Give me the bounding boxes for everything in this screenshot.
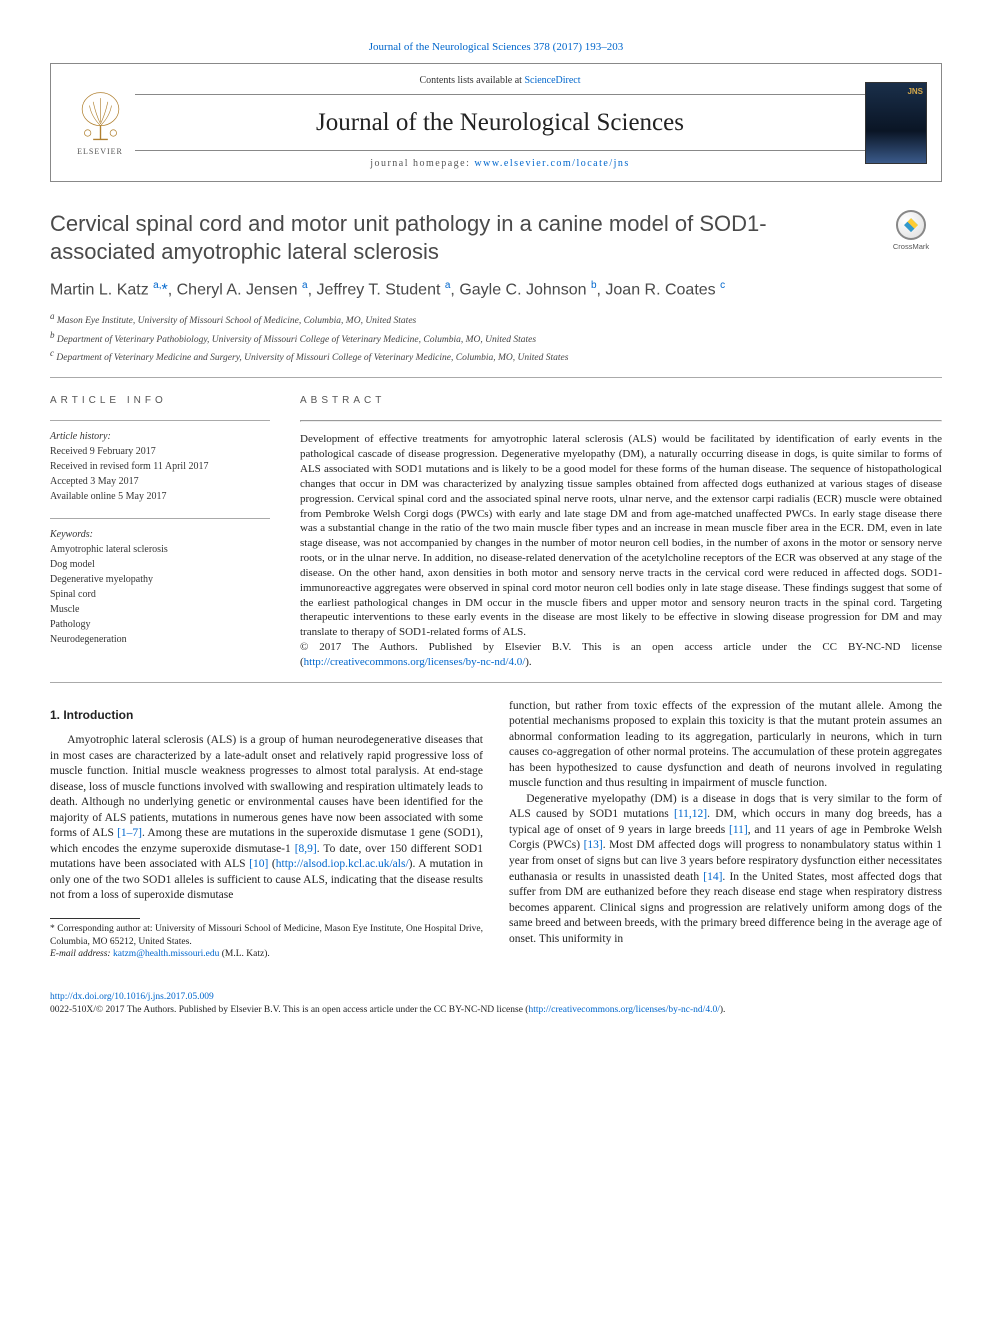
body-paragraph-col2-2: Degenerative myelopathy (DM) is a diseas… xyxy=(509,792,942,947)
intro-heading: 1. Introduction xyxy=(50,707,483,723)
abstract-column: ABSTRACT Development of effective treatm… xyxy=(300,394,942,670)
mini-divider xyxy=(50,518,270,519)
homepage-prefix: journal homepage: xyxy=(370,158,474,169)
cc-license-link[interactable]: http://creativecommons.org/licenses/by-n… xyxy=(304,656,526,668)
ref-link[interactable]: [11] xyxy=(729,824,748,836)
crossmark-badge[interactable]: CrossMark xyxy=(880,210,942,252)
keywords-block: Keywords: Amyotrophic lateral sclerosisD… xyxy=(50,527,270,647)
sciencedirect-link[interactable]: ScienceDirect xyxy=(524,75,580,86)
journal-cover-thumbnail xyxy=(865,82,927,164)
elsevier-tree-icon xyxy=(73,89,128,144)
page-footer-block: http://dx.doi.org/10.1016/j.jns.2017.05.… xyxy=(50,991,942,1017)
history-accepted: Accepted 3 May 2017 xyxy=(50,476,139,487)
history-label: Article history: xyxy=(50,429,270,444)
article-history: Article history: Received 9 February 201… xyxy=(50,429,270,504)
journal-header-box: ELSEVIER Contents lists available at Sci… xyxy=(50,63,942,182)
divider xyxy=(50,682,942,683)
keywords-label: Keywords: xyxy=(50,527,270,542)
contents-prefix: Contents lists available at xyxy=(419,75,524,86)
author-list: Martin L. Katz a,*, Cheryl A. Jensen a, … xyxy=(50,279,942,302)
affiliation-b: b Department of Veterinary Pathobiology,… xyxy=(50,329,942,347)
issn-close: ). xyxy=(720,1005,726,1015)
mini-divider xyxy=(50,420,270,421)
email-label: E-mail address: xyxy=(50,949,113,959)
ref-link[interactable]: [13] xyxy=(584,839,603,851)
journal-citation-link[interactable]: Journal of the Neurological Sciences 378… xyxy=(50,40,942,55)
ref-link[interactable]: [1–7] xyxy=(117,827,142,839)
ref-link[interactable]: [10] xyxy=(249,858,268,870)
journal-name: Journal of the Neurological Sciences xyxy=(135,105,865,140)
mini-divider xyxy=(300,420,942,422)
article-info-column: ARTICLE INFO Article history: Received 9… xyxy=(50,394,270,670)
ref-link[interactable]: [11,12] xyxy=(674,808,707,820)
crossmark-icon xyxy=(896,210,926,240)
issn-line: 0022-510X/© 2017 The Authors. Published … xyxy=(50,1005,528,1015)
external-link[interactable]: http://alsod.iop.kcl.ac.uk/als/ xyxy=(276,858,409,870)
ref-link[interactable]: [14] xyxy=(703,871,722,883)
abstract-body: Development of effective treatments for … xyxy=(300,433,942,638)
body-paragraph-col2-1: function, but rather from toxic effects … xyxy=(509,699,942,792)
divider xyxy=(50,377,942,378)
email-link[interactable]: katzm@health.missouri.edu xyxy=(113,949,219,959)
contents-available-line: Contents lists available at ScienceDirec… xyxy=(135,74,865,95)
abstract-text: Development of effective treatments for … xyxy=(300,432,942,670)
journal-homepage-line: journal homepage: www.elsevier.com/locat… xyxy=(135,150,865,171)
crossmark-label: CrossMark xyxy=(893,242,929,253)
affiliation-a: a Mason Eye Institute, University of Mis… xyxy=(50,310,942,328)
body-two-columns: 1. Introduction Amyotrophic lateral scle… xyxy=(50,699,942,961)
history-revised: Received in revised form 11 April 2017 xyxy=(50,461,208,472)
journal-homepage-link[interactable]: www.elsevier.com/locate/jns xyxy=(474,158,629,169)
keywords-list: Amyotrophic lateral sclerosisDog modelDe… xyxy=(50,544,168,645)
cc-license-link-footer[interactable]: http://creativecommons.org/licenses/by-n… xyxy=(528,1005,719,1015)
email-footnote: E-mail address: katzm@health.missouri.ed… xyxy=(50,948,483,961)
cc-close: ). xyxy=(525,656,531,668)
history-online: Available online 5 May 2017 xyxy=(50,491,166,502)
elsevier-label: ELSEVIER xyxy=(77,146,123,157)
intro-paragraph-1: Amyotrophic lateral sclerosis (ALS) is a… xyxy=(50,733,483,904)
email-who: (M.L. Katz). xyxy=(219,949,269,959)
article-info-label: ARTICLE INFO xyxy=(50,394,270,408)
corresponding-author-footnote: * Corresponding author at: University of… xyxy=(50,923,483,949)
affiliation-c: c Department of Veterinary Medicine and … xyxy=(50,347,942,365)
footnote-separator xyxy=(50,918,140,919)
doi-link[interactable]: http://dx.doi.org/10.1016/j.jns.2017.05.… xyxy=(50,992,214,1002)
elsevier-logo: ELSEVIER xyxy=(65,83,135,163)
affiliations: a Mason Eye Institute, University of Mis… xyxy=(50,310,942,365)
abstract-label: ABSTRACT xyxy=(300,394,942,408)
ref-link[interactable]: [8,9] xyxy=(295,843,317,855)
header-center: Contents lists available at ScienceDirec… xyxy=(135,74,865,171)
article-title: Cervical spinal cord and motor unit path… xyxy=(50,210,942,265)
history-received: Received 9 February 2017 xyxy=(50,446,156,457)
